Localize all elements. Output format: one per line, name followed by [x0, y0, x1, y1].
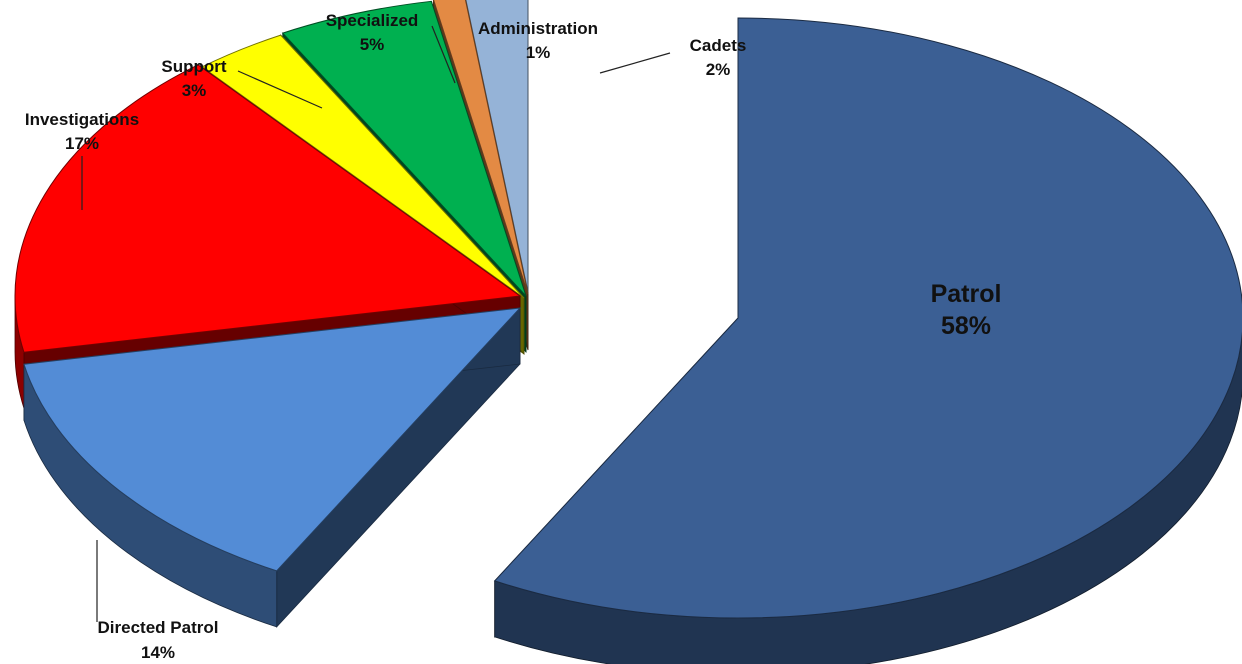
percent-investigations: 17% — [65, 134, 99, 153]
label-administration: Administration — [478, 19, 598, 38]
label-directed-patrol: Directed Patrol — [98, 618, 219, 637]
percent-support: 3% — [182, 81, 207, 100]
percent-cadets: 2% — [706, 60, 731, 79]
percent-patrol: 58% — [941, 312, 991, 340]
slice-patrol — [493, 17, 1242, 664]
slice-labels: Patrol 58% Directed Patrol 14% Investigation… — [25, 11, 1002, 662]
label-support: Support — [161, 57, 226, 76]
slice-top-face — [23, 307, 522, 572]
pie-slices — [14, 0, 1242, 664]
leader-cadets — [599, 52, 671, 74]
slice-top-face — [14, 64, 522, 353]
leader-support — [237, 70, 323, 109]
percent-directed-patrol: 14% — [141, 643, 175, 662]
label-leader-lines — [81, 25, 671, 622]
label-cadets: Cadets — [690, 36, 747, 55]
percent-administration: 1% — [526, 43, 551, 62]
label-investigations: Investigations — [25, 110, 139, 129]
label-specialized: Specialized — [326, 11, 419, 30]
percent-specialized: 5% — [360, 35, 385, 54]
slice-top-face — [493, 17, 1242, 619]
slice-directed-patrol — [23, 306, 522, 628]
label-patrol: Patrol — [931, 280, 1002, 308]
leader-specialized — [431, 25, 456, 84]
slice-top-face — [201, 34, 525, 299]
slice-top-face — [281, 0, 527, 297]
